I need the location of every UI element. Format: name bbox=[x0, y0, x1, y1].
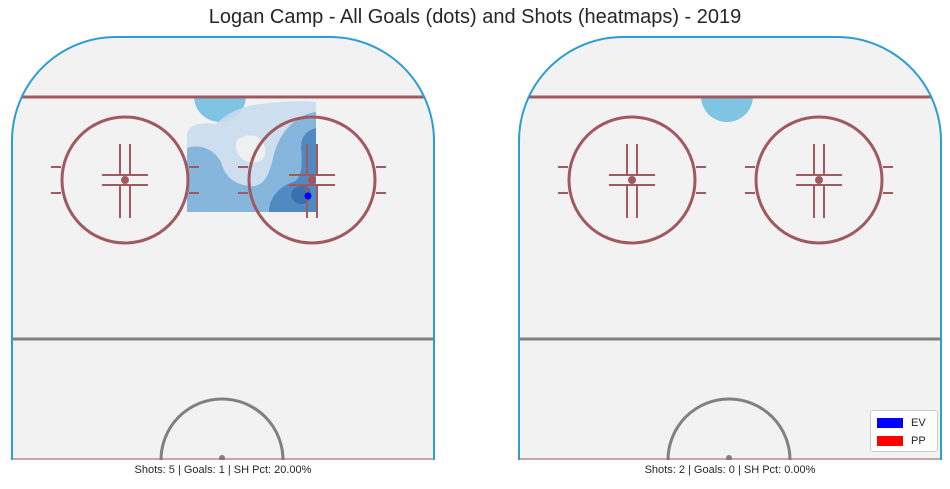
panel-caption-pp: Shots: 2 | Goals: 0 | SH Pct: 0.00% bbox=[644, 464, 816, 476]
rink-panel-ev bbox=[11, 36, 435, 460]
rink-boards bbox=[518, 36, 942, 460]
center-circle bbox=[159, 397, 285, 460]
faceoff-circle-left bbox=[558, 115, 706, 245]
legend: EV PP bbox=[870, 410, 938, 452]
rink-pp bbox=[518, 36, 942, 460]
faceoff-circle-left bbox=[51, 115, 199, 245]
legend-swatch-ev bbox=[877, 418, 903, 428]
rink-ice bbox=[518, 36, 942, 460]
rink-panel-pp bbox=[518, 36, 942, 460]
rink-ice bbox=[11, 36, 435, 460]
faceoff-circle-right bbox=[238, 115, 386, 245]
legend-item-ev: EV bbox=[877, 414, 931, 432]
legend-label-ev: EV bbox=[911, 417, 926, 429]
faceoff-circle-right bbox=[745, 115, 893, 245]
heatmap-hole bbox=[235, 135, 266, 163]
goal-crease bbox=[701, 96, 753, 122]
rink-boards bbox=[11, 36, 435, 460]
rink-ev bbox=[11, 36, 435, 460]
shot-heatmap bbox=[187, 101, 316, 212]
chart-title: Logan Camp - All Goals (dots) and Shots … bbox=[208, 6, 742, 28]
center-circle bbox=[666, 397, 792, 460]
legend-swatch-pp bbox=[877, 436, 903, 446]
legend-item-pp: PP bbox=[877, 432, 931, 450]
legend-label-pp: PP bbox=[911, 435, 926, 447]
panel-caption-ev: Shots: 5 | Goals: 1 | SH Pct: 20.00% bbox=[134, 464, 312, 476]
goal-dot-ev bbox=[304, 192, 312, 200]
